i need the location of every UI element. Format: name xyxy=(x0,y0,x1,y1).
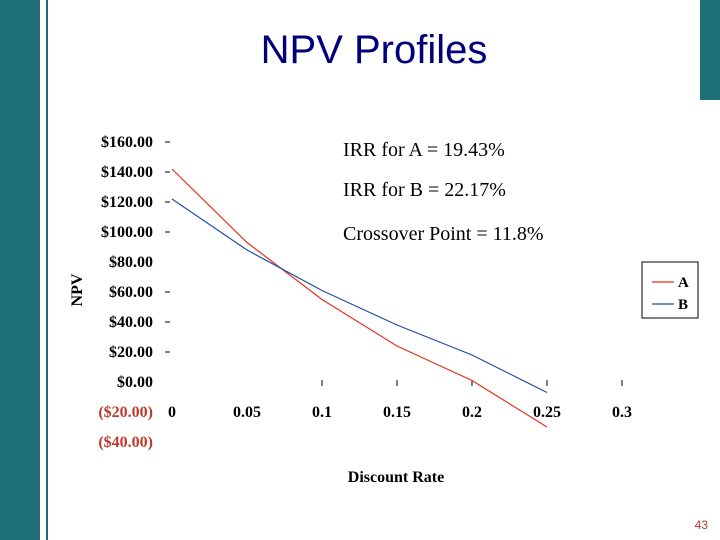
slide-title: NPV Profiles xyxy=(260,28,488,72)
title-box xyxy=(48,0,700,112)
series-line-a xyxy=(171,168,548,428)
y-tick-label: $160.00 xyxy=(101,134,153,151)
x-tick-label: 0.15 xyxy=(383,404,411,421)
y-tick-label: $20.00 xyxy=(109,344,153,361)
y-tick-label: $120.00 xyxy=(101,194,153,211)
y-axis-title: NPV xyxy=(69,273,86,306)
annotation-text: IRR for A = 19.43% xyxy=(343,139,505,161)
x-tick-label: 0.25 xyxy=(533,404,561,421)
y-tick-label: $80.00 xyxy=(109,254,153,271)
x-tick-label: 0.3 xyxy=(612,404,632,421)
left-decorative-bar xyxy=(0,0,40,540)
left-decorative-line xyxy=(46,0,48,540)
chart-legend: AB xyxy=(641,261,699,319)
y-axis-ticks: $160.00 $140.00 $120.00 $100.00 $80.00 $60.00… xyxy=(98,134,170,451)
y-tick-label: ($40.00) xyxy=(98,434,153,451)
x-tick-label: 0.1 xyxy=(312,404,332,421)
x-tick-label: 0.05 xyxy=(233,404,261,421)
y-tick-label: $0.00 xyxy=(117,374,153,391)
y-tick-label: ($20.00) xyxy=(98,404,153,421)
irr-annotations: IRR for A = 19.43% IRR for B = 22.17% Cros… xyxy=(343,139,544,245)
page-number: 43 xyxy=(694,518,708,532)
annotation-text: Crossover Point = 11.8% xyxy=(343,223,544,245)
legend-label-b: B xyxy=(678,297,688,313)
y-tick-label: $140.00 xyxy=(101,164,153,181)
x-tick-label: 0.2 xyxy=(462,404,482,421)
legend-label-a: A xyxy=(678,275,689,291)
legend-box xyxy=(641,261,699,319)
x-axis-ticks: 0 0.05 0.1 0.15 0.2 0.25 0.3 xyxy=(168,380,632,421)
series-lines xyxy=(171,168,548,428)
y-tick-label: $40.00 xyxy=(109,314,153,331)
y-tick-label: $100.00 xyxy=(101,224,153,241)
series-line-b xyxy=(171,198,548,394)
annotation-text: IRR for B = 22.17% xyxy=(343,179,506,201)
x-axis-title: Discount Rate xyxy=(348,469,444,486)
y-tick-label: $60.00 xyxy=(109,284,153,301)
x-tick-label: 0 xyxy=(168,404,176,421)
